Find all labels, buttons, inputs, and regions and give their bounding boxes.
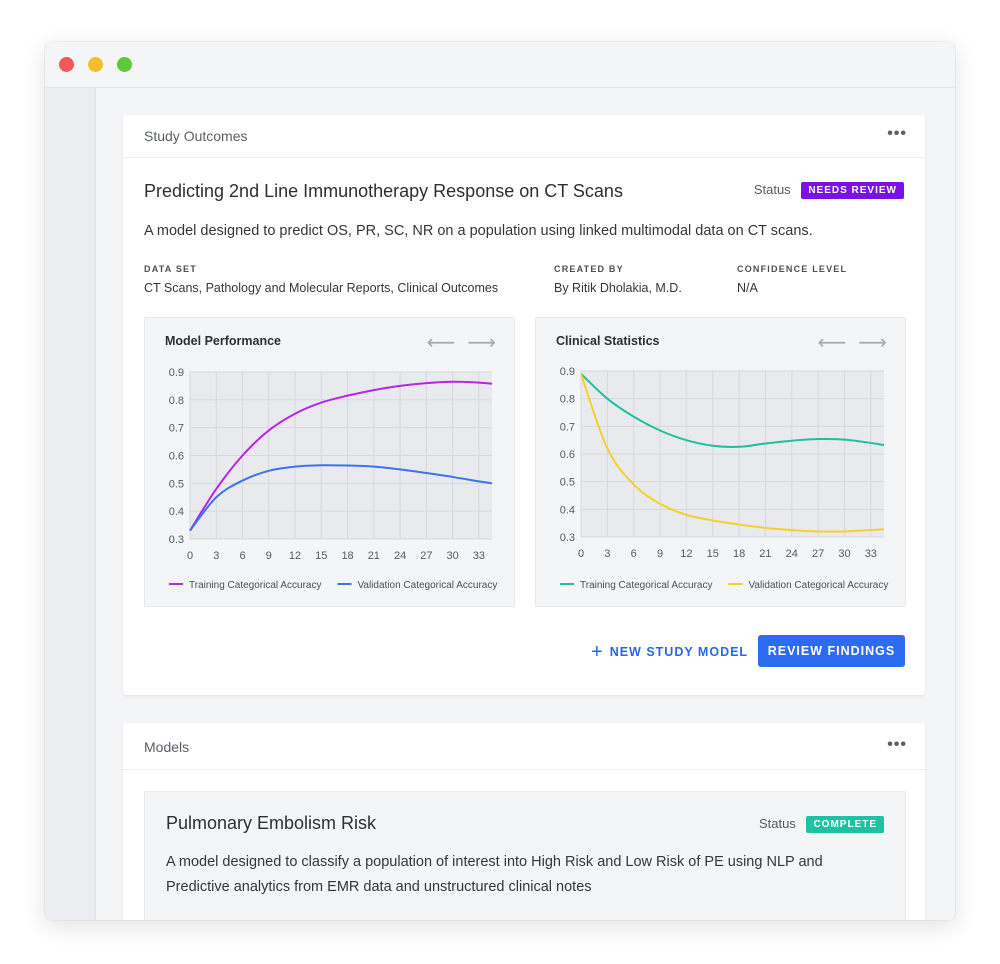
chart-title: Model Performance [165,334,282,348]
y-tick-label: 0.7 [169,423,184,435]
x-tick-label: 21 [368,550,380,562]
x-tick-label: 0 [187,550,193,562]
y-tick-label: 0.7 [560,421,575,433]
status-group: Status NEEDS REVIEW [754,182,904,199]
x-tick-label: 24 [394,550,406,562]
models-card: Models ••• Pulmonary Embolism Risk Statu… [123,723,925,920]
x-tick-label: 6 [239,550,245,562]
study-description: A model designed to predict OS, PR, SC, … [144,223,813,239]
title-bar [45,42,955,88]
study-title: Predicting 2nd Line Immunotherapy Respon… [144,181,623,201]
y-tick-label: 0.3 [169,534,184,546]
y-tick-label: 0.9 [560,366,575,378]
status-group: Status COMPLETE [759,816,884,833]
chart-plot: 0 3 6 9 12 15 18 21 24 27 30 33 0.9 0.8 0.7 0.6 0.5 0.4 0.… [169,367,498,591]
x-tick-label: 3 [604,548,610,560]
x-tick-label: 30 [838,548,850,560]
dataset-value: CT Scans, Pathology and Molecular Report… [144,281,499,295]
plus-icon: + [591,641,604,663]
status-badge: COMPLETE [806,816,884,833]
x-tick-label: 9 [657,548,663,560]
confidence-value: N/A [737,281,758,295]
legend-label: Validation Categorical Accuracy [357,580,497,591]
series-line [580,373,885,448]
legend-label: Training Categorical Accuracy [580,580,712,591]
x-tick-label: 27 [812,548,824,560]
y-tick-label: 0.8 [169,395,184,407]
created-by-label: CREATED BY [554,264,624,274]
x-tick-label: 12 [680,548,692,560]
arrow-right-icon[interactable]: ⟶ [858,332,887,354]
model-performance-chart: Model Performance ⟵ ⟶ 0 3 6 9 12 15 18 21 24 27 30 3… [144,317,515,607]
maximize-window-button[interactable] [117,57,132,72]
y-tick-label: 0.8 [560,394,575,406]
x-tick-label: 33 [473,550,485,562]
x-tick-label: 3 [213,550,219,562]
chart-title: Clinical Statistics [556,334,660,348]
arrow-left-icon[interactable]: ⟵ [426,332,456,354]
y-tick-label: 0.6 [560,449,575,461]
confidence-label: CONFIDENCE LEVEL [737,264,848,274]
study-outcomes-card: Study Outcomes ••• Predicting 2nd Line I… [123,115,925,695]
model-list-item[interactable]: Pulmonary Embolism Risk Status COMPLETE … [144,791,906,920]
series-line [189,464,493,532]
chart-nav: ⟵ ⟶ [415,330,496,355]
x-tick-label: 18 [341,550,353,562]
card-header-label: Models [144,739,190,755]
clinical-statistics-chart: Clinical Statistics ⟵ ⟶ 0 3 6 9 12 15 18 21 24 27 3… [535,317,906,607]
card-header: Study Outcomes ••• [123,115,925,158]
status-badge: NEEDS REVIEW [801,182,904,199]
series-line [189,380,493,532]
series-line [580,373,885,533]
y-tick-label: 0.6 [169,451,184,463]
x-tick-label: 27 [420,550,432,562]
y-tick-label: 0.4 [560,504,575,516]
arrow-left-icon[interactable]: ⟵ [817,332,847,354]
card-header: Models ••• [123,723,925,770]
x-tick-label: 33 [865,548,877,560]
new-study-model-label: NEW STUDY MODEL [609,645,749,659]
minimize-window-button[interactable] [88,57,103,72]
close-window-button[interactable] [59,57,74,72]
x-tick-label: 15 [315,550,327,562]
status-label: Status [753,182,791,197]
created-by-value: By Ritik Dholakia, M.D. [554,281,682,295]
dataset-label: DATA SET [144,264,197,274]
chart-nav: ⟵ ⟶ [806,330,887,355]
y-tick-label: 0.9 [169,367,184,379]
x-tick-label: 0 [578,548,584,560]
arrow-right-icon[interactable]: ⟶ [467,332,496,354]
x-tick-label: 18 [733,548,745,560]
y-tick-label: 0.5 [560,477,575,489]
model-description: A model designed to classify a populatio… [166,854,823,895]
chart-plot: 0 3 6 9 12 15 18 21 24 27 30 33 0.9 0.8 0.7 0.6 0.5 0.4 0.… [560,366,889,591]
model-title: Pulmonary Embolism Risk [166,813,377,833]
y-tick-label: 0.3 [560,532,575,544]
x-tick-label: 6 [631,548,637,560]
app-window: Study Outcomes ••• Predicting 2nd Line I… [45,42,955,920]
card-header-label: Study Outcomes [144,128,248,144]
x-tick-label: 30 [446,550,458,562]
x-tick-label: 24 [786,548,798,560]
more-options-icon[interactable]: ••• [887,125,907,142]
sidebar [45,88,96,920]
legend-label: Validation Categorical Accuracy [748,580,888,591]
x-tick-label: 21 [759,548,771,560]
legend-label: Training Categorical Accuracy [189,580,321,591]
review-findings-button[interactable]: REVIEW FINDINGS [758,635,905,667]
more-options-icon[interactable]: ••• [887,736,907,753]
status-label: Status [758,816,796,831]
x-tick-label: 15 [707,548,719,560]
new-study-model-button[interactable]: + NEW STUDY MODEL [591,641,748,664]
x-tick-label: 12 [289,550,301,562]
x-tick-label: 9 [266,550,272,562]
y-tick-label: 0.5 [169,478,184,490]
y-tick-label: 0.4 [169,506,184,518]
